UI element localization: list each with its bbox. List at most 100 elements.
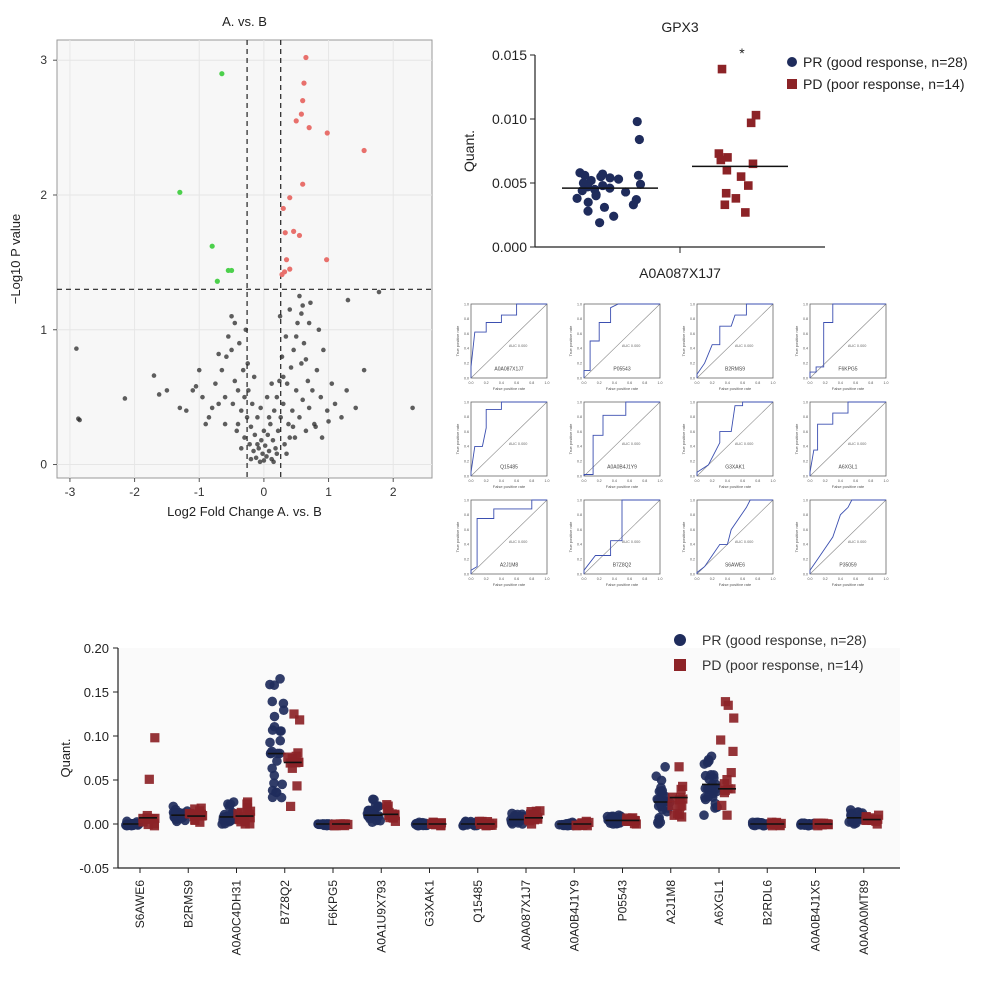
roc-y-tick-label: 0.0: [690, 376, 695, 380]
roc-panel: 0.0 0.0 0.2 0.2 0.4 0.4 0.6 0.6 0.8 0.8 1.0 1.0 Fals…: [453, 298, 553, 398]
roc-protein-label: P35059: [839, 563, 856, 569]
gpx3-dot-plot: 0.000 0.005 0.010 0.015 * GPX3 A0A087X1J7 Quant…: [445, 0, 992, 290]
volcano-point-ns: [251, 374, 257, 380]
volcano-point-ns: [292, 435, 298, 440]
roc-y-label: True positive rate: [681, 521, 686, 553]
dot-pr-point: [267, 792, 278, 803]
dot-pr-point: [656, 786, 666, 796]
volcano-point-ns: [255, 415, 260, 420]
roc-x-tick-label: 0.4: [612, 577, 617, 581]
gpx3-pr-point: [583, 197, 593, 207]
volcano-point-ns: [314, 367, 320, 373]
dot-pd-point: [667, 801, 677, 811]
dot-x-tick-label: B2RMS9: [181, 880, 195, 928]
roc-y-tick-label: 0.8: [690, 513, 695, 517]
gpx3-pd-point: [714, 149, 724, 158]
roc-y-tick-label: 0.0: [803, 572, 808, 576]
dot-y-tick-label: 0.05: [84, 773, 109, 788]
volcano-point-ns: [261, 458, 267, 463]
roc-diagonal: [583, 303, 661, 379]
roc-x-tick-label: 0.4: [725, 577, 730, 581]
roc-panel: 0.0 0.0 0.2 0.2 0.4 0.4 0.6 0.6 0.8 0.8 1.0 1.0 Fals…: [566, 396, 666, 496]
gpx3-pd-point: [743, 181, 753, 190]
roc-auc-label: AUC 0.000: [735, 344, 754, 348]
roc-x-label: False positive rate: [606, 582, 639, 587]
roc-y-label: True positive rate: [568, 325, 573, 357]
roc-y-tick-label: 0.2: [577, 558, 582, 562]
roc-curve: [696, 303, 773, 378]
volcano-point-ns: [151, 373, 157, 378]
volcano-point-ns: [76, 416, 81, 422]
roc-x-tick-label: 0.4: [499, 577, 504, 581]
volcano-point-ns: [246, 388, 251, 393]
roc-y-label: True positive rate: [455, 521, 460, 553]
gpx3-pd-point: [716, 155, 726, 165]
dot-pd-point: [146, 814, 156, 824]
volcano-point-ns: [300, 397, 305, 403]
roc-panel: 0.0 0.0 0.2 0.2 0.4 0.4 0.6 0.6 0.8 0.8 1.0 1.0 Fals…: [679, 396, 779, 496]
gpx3-pr-point: [620, 187, 631, 197]
volcano-svg: -3 -2 -1 0 1 2 0 1 2 3 A. vs. B Log2 Fold Change A.…: [8, 14, 433, 519]
volcano-point-ns: [238, 408, 244, 413]
volcano-point-ns: [251, 448, 256, 454]
dot-x-tick-label: A0A0C4DH31: [230, 880, 244, 956]
roc-x-tick-label: 1.0: [545, 381, 550, 385]
roc-y-tick-label: 0.8: [803, 317, 808, 321]
volcano-point-ns: [332, 401, 338, 407]
dot-y-tick-label: 0.15: [84, 685, 109, 700]
dot-pd-point: [717, 800, 727, 811]
gpx3-pd-point: [722, 165, 732, 175]
volcano-point-ns: [308, 300, 313, 306]
dot-pd-point: [295, 715, 305, 725]
volcano-point-up: [287, 195, 293, 201]
roc-x-tick-label: 0.0: [469, 479, 474, 483]
roc-protein-label: P05543: [613, 367, 630, 373]
roc-y-tick-label: 0.6: [690, 528, 695, 532]
volcano-point-ns: [306, 320, 312, 326]
roc-x-tick-label: 0.6: [853, 577, 858, 581]
volcano-point-ns: [184, 408, 189, 413]
volcano-point-ns: [376, 289, 382, 295]
volcano-point-ns: [290, 408, 295, 413]
roc-y-tick-label: 0.2: [464, 460, 469, 464]
roc-auc-label: AUC 0.000: [848, 344, 867, 348]
roc-svg: 0.00.0 0.2 0.2 0.4 0.4 0.6 0.6 0.8 0.8 1.0 1.0 Fals…: [568, 498, 663, 587]
volcano-point-ns: [286, 421, 291, 427]
roc-x-label: False positive rate: [719, 582, 752, 587]
roc-y-tick-label: 1.0: [803, 400, 808, 404]
roc-auc-label: AUC 0.000: [622, 540, 641, 544]
roc-y-label: True positive rate: [568, 521, 573, 553]
volcano-point-ns: [258, 405, 263, 411]
roc-x-tick-label: 0.0: [695, 479, 700, 483]
roc-x-tick-label: 0.8: [529, 577, 534, 581]
dot-pr-point: [365, 813, 375, 824]
roc-y-tick-label: 0.0: [690, 572, 695, 576]
roc-y-tick-label: 0.2: [690, 460, 695, 464]
volcano-point-ns: [274, 451, 280, 457]
gpx3-title: GPX3: [661, 19, 699, 35]
roc-x-tick-label: 0.2: [484, 577, 489, 581]
volcano-point-ns: [299, 361, 304, 366]
y-tick-label: 1: [40, 323, 47, 337]
volcano-point-ns: [318, 394, 324, 400]
roc-curve: [583, 303, 660, 378]
dot-pr-point: [660, 762, 670, 772]
roc-diagonal: [809, 303, 887, 379]
dot-pr-point: [458, 820, 469, 831]
gpx3-pr-point: [595, 218, 605, 228]
roc-diagonal: [583, 401, 661, 477]
roc-x-tick-label: 1.0: [658, 381, 663, 385]
volcano-point-ns: [277, 378, 282, 384]
roc-x-tick-label: 0.6: [740, 381, 745, 385]
roc-x-tick-label: 0.6: [627, 479, 632, 483]
dot-pr-point: [278, 705, 289, 716]
roc-curve: [809, 499, 886, 574]
roc-y-tick-label: 0.4: [690, 445, 695, 449]
roc-x-tick-label: 0.4: [499, 479, 504, 483]
roc-x-tick-label: 1.0: [771, 577, 776, 581]
roc-y-tick-label: 0.0: [690, 474, 695, 478]
roc-x-tick-label: 1.0: [545, 479, 550, 483]
gpx3-pd-point: [721, 188, 731, 198]
roc-y-tick-label: 0.2: [803, 362, 808, 366]
roc-auc-label: AUC 0.000: [848, 442, 867, 446]
